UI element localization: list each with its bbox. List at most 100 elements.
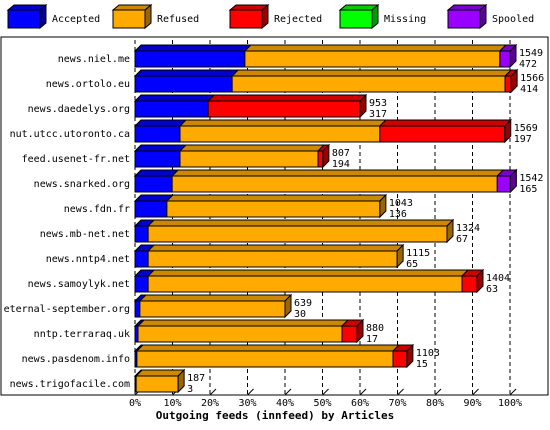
legend-swatch — [7, 9, 41, 29]
legend-swatch — [447, 9, 481, 29]
bar — [461, 275, 478, 293]
bar — [134, 250, 149, 268]
bar — [134, 300, 141, 318]
y-tick-label: news.nntp4.net — [46, 254, 130, 265]
bar-side — [406, 343, 414, 369]
bar-top — [133, 144, 188, 152]
accepted-label: 472 — [519, 59, 537, 70]
legend-label: Spooled — [492, 14, 534, 25]
x-tick-label: 10% — [163, 398, 181, 409]
x-tick-label: 60% — [351, 398, 369, 409]
bar-side — [446, 218, 454, 244]
bar — [134, 175, 173, 193]
bar-side — [322, 143, 330, 169]
bar-top — [133, 44, 253, 52]
bar-top — [133, 94, 216, 102]
x-tick-label: 90% — [463, 398, 481, 409]
bar-top — [165, 194, 388, 202]
y-tick-label: feed.usenet-fr.net — [22, 154, 130, 165]
bar — [147, 275, 463, 293]
bar-top — [138, 294, 293, 302]
bar-side — [177, 368, 185, 394]
bar — [207, 100, 361, 118]
plot-frame — [0, 36, 549, 396]
bar — [504, 75, 512, 93]
y-tick-label: nntp.terraraq.uk — [34, 329, 130, 340]
bar — [317, 150, 324, 168]
bar — [499, 50, 511, 68]
total-label: 880 — [366, 323, 384, 334]
total-label: 1549 — [519, 48, 543, 59]
bar-top — [133, 69, 240, 77]
bar-top — [146, 219, 455, 227]
tick-mark — [209, 388, 217, 396]
accepted-label: 15 — [416, 359, 428, 370]
bar — [134, 200, 168, 218]
bar-top — [146, 244, 405, 252]
accepted-label: 197 — [514, 134, 532, 145]
tick-mark — [472, 388, 479, 396]
y-tick-label: news.snarked.org — [34, 179, 130, 190]
bar-top — [133, 169, 180, 177]
y-tick-label: news.ortolo.eu — [46, 79, 130, 90]
total-label: 1566 — [520, 73, 544, 84]
bar — [496, 175, 511, 193]
x-tick-label: 70% — [388, 398, 406, 409]
bar — [139, 300, 286, 318]
bar-side — [509, 168, 517, 194]
total-label: 1542 — [519, 173, 543, 184]
tick-mark — [397, 388, 404, 396]
y-tick-label: news.fdn.fr — [64, 204, 130, 215]
total-label: 1043 — [389, 198, 413, 209]
total-label: 1569 — [514, 123, 538, 134]
bar-top — [146, 269, 470, 277]
bar-top — [135, 344, 401, 352]
total-label: 1115 — [406, 248, 430, 259]
bar-side — [510, 68, 518, 94]
legend-swatch — [229, 9, 263, 29]
x-tick-label: 0% — [129, 398, 141, 409]
accepted-label: 67 — [456, 234, 468, 245]
bar — [147, 250, 398, 268]
bar — [179, 125, 381, 143]
x-tick-label: 50% — [313, 398, 331, 409]
bar — [134, 225, 149, 243]
tick-mark — [434, 388, 442, 396]
legend-swatch — [112, 9, 146, 29]
bar — [231, 75, 506, 93]
x-tick-label: 30% — [238, 398, 256, 409]
bar — [147, 225, 448, 243]
bar-side — [356, 318, 364, 344]
total-label: 807 — [332, 148, 350, 159]
bar-top — [178, 119, 388, 127]
x-tick-label: 40% — [276, 398, 294, 409]
bar — [392, 350, 408, 368]
bar-side — [284, 293, 292, 319]
bar-top — [136, 319, 350, 327]
accepted-label: 30 — [294, 309, 306, 320]
y-tick-label: news.daedelys.org — [28, 104, 130, 115]
y-tick-label: eternal-september.org — [4, 304, 130, 315]
total-label: 187 — [187, 373, 205, 384]
accepted-label: 65 — [406, 259, 418, 270]
accepted-label: 63 — [486, 284, 498, 295]
legend-label: Missing — [384, 14, 426, 25]
bar — [244, 50, 501, 68]
accepted-label: 194 — [332, 159, 350, 170]
bar-top — [133, 119, 188, 127]
bar — [134, 100, 209, 118]
bar-top — [206, 94, 368, 102]
total-label: 1324 — [456, 223, 480, 234]
x-tick-label: 100% — [498, 398, 522, 409]
tick-mark — [247, 388, 254, 396]
bar-side — [504, 118, 512, 144]
total-label: 639 — [294, 298, 312, 309]
accepted-label: 3 — [187, 384, 193, 395]
bar — [135, 375, 179, 393]
bar — [166, 200, 381, 218]
accepted-label: 317 — [369, 109, 387, 120]
y-tick-label: news.samoylyk.net — [28, 279, 130, 290]
bar — [134, 75, 233, 93]
total-label: 1103 — [416, 348, 440, 359]
